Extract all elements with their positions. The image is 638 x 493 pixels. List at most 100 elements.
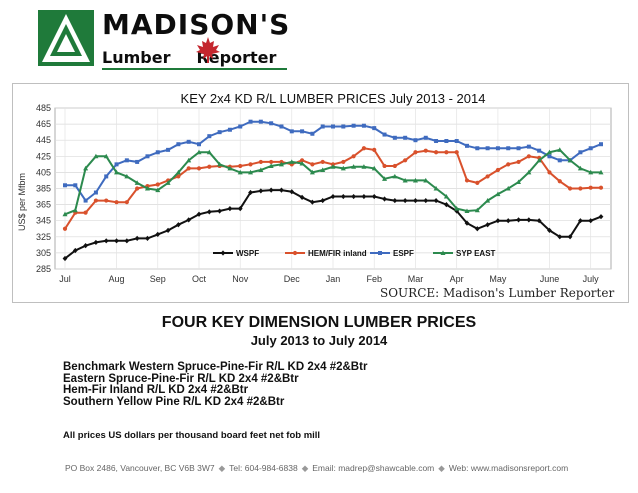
syp-east-data-point (217, 161, 223, 167)
wspf-data-point (145, 235, 150, 242)
espf-data-point (300, 129, 305, 134)
syp-east-data-point (598, 169, 604, 175)
espf-data-point (341, 124, 346, 129)
wspf-data-point (402, 197, 408, 204)
y-tick-label: 385 (36, 184, 51, 194)
y-tick-label: 305 (36, 248, 51, 258)
wspf-data-point (134, 235, 140, 242)
espf-data-point (279, 124, 284, 129)
espf-data-point (382, 132, 387, 137)
x-tick-label: June (540, 274, 560, 284)
hem-fir-inland-data-point (176, 174, 181, 179)
espf-data-point (238, 124, 243, 129)
hem-fir-inland-data-point (526, 154, 531, 159)
page-title: FOUR KEY DIMENSION LUMBER PRICES (161, 314, 477, 331)
syp-east-data-point (402, 177, 408, 183)
hem-fir-inland-data-point (598, 185, 604, 190)
y-tick-label: 465 (36, 119, 51, 129)
y-tick-label: 365 (36, 200, 51, 210)
wspf-data-point (114, 238, 119, 244)
footer-address: PO Box 2486, Vancouver, BC V6B 3W7 (65, 463, 215, 473)
footer-separator: ◆ (301, 463, 309, 473)
syp-east-data-point (134, 180, 140, 185)
syp-east-data-point (485, 197, 491, 203)
y-tick-label: 445 (36, 135, 51, 145)
syp-east-data-point (93, 153, 99, 159)
espf-data-point (135, 159, 140, 164)
wspf-data-point (93, 239, 99, 246)
x-tick-label: Sep (150, 274, 166, 284)
syp-east-data-point (371, 165, 377, 171)
espf-data-point (526, 144, 531, 149)
wspf-data-point (577, 218, 583, 224)
wspf-data-point (268, 187, 274, 193)
wspf-data-point (567, 234, 573, 240)
espf-data-point (351, 123, 356, 128)
series-description-item: Eastern Spruce-Pine-Fir R/L KD 2x4 #2&Bt… (63, 372, 299, 385)
syp-east-data-point (516, 179, 522, 185)
wspf-data-point (485, 222, 491, 228)
wspf-data-point (392, 197, 398, 204)
espf-data-point (495, 146, 500, 151)
wspf-data-point (72, 247, 78, 254)
espf-data-point (217, 130, 222, 135)
syp-east-data-point (526, 169, 532, 175)
espf-data-point (145, 154, 150, 159)
price-chart-frame: KEY 2x4 KD R/L LUMBER PRICES July 2013 -… (12, 83, 629, 303)
espf-data-point (124, 158, 129, 163)
hem-fir-inland-legend-marker (292, 250, 298, 256)
hem-fir-inland-data-point (299, 158, 305, 163)
syp-east-data-point (206, 149, 212, 155)
espf-data-point (63, 183, 67, 188)
espf-data-point (588, 146, 593, 151)
syp-east-data-point (248, 169, 254, 175)
chart-y-axis-label: US$ per Mfbm (17, 173, 27, 231)
syp-east-data-point (309, 169, 315, 175)
espf-data-point (392, 135, 397, 140)
footer-email[interactable]: Email: madrep@shawcable.com (312, 463, 435, 473)
hem-fir-inland-data-point (547, 170, 552, 175)
series-description-item: Southern Yellow Pine R/L KD 2x4 #2&Btr (63, 395, 285, 408)
x-tick-label: May (489, 274, 507, 284)
syp-east-data-point (443, 193, 449, 199)
hem-fir-inland-data-point (207, 164, 212, 169)
syp-east-data-point (186, 157, 192, 163)
espf-data-point (485, 146, 490, 151)
wspf-data-point (505, 218, 511, 224)
y-tick-label: 285 (36, 264, 51, 274)
espf-data-point (599, 142, 603, 147)
hem-fir-inland-data-point (413, 150, 418, 155)
hem-fir-inland-data-point (403, 158, 408, 163)
hem-fir-inland-data-point (93, 198, 99, 203)
hem-fir-inland-data-point (475, 180, 480, 185)
maple-leaf-icon (196, 37, 220, 63)
wspf-data-point (258, 188, 264, 194)
espf-data-point (475, 146, 480, 151)
espf-data-point (83, 198, 88, 203)
hem-fir-inland-data-point (392, 163, 397, 169)
syp-east-data-point (278, 161, 284, 167)
hem-fir-inland-data-point (155, 182, 160, 187)
chart-legend: WSPF HEM/FIR inland ESPF SYP EAST (213, 249, 496, 258)
series-description-list: Benchmark Western Spruce-Pine-Fir R/L KD… (63, 361, 368, 408)
wspf-data-point (227, 206, 233, 212)
logo-sub-left: Lumber (102, 48, 171, 67)
wspf-data-point (588, 218, 594, 224)
wspf-data-point (526, 217, 532, 223)
syp-east-data-point (588, 169, 594, 175)
hem-fir-inland-data-point (83, 210, 88, 215)
hem-fir-inland-data-point (248, 162, 253, 167)
date-range: July 2013 to July 2014 (250, 333, 388, 348)
x-tick-label: Jul (59, 274, 71, 284)
hem-fir-inland-data-point (238, 163, 243, 169)
series-description-item: Benchmark Western Spruce-Pine-Fir R/L KD… (63, 361, 368, 373)
wspf-data-point (598, 214, 604, 220)
syp-east-data-point (382, 176, 388, 181)
syp-east-data-point (165, 180, 171, 185)
espf-data-point (444, 139, 449, 144)
syp-east-data-point (320, 167, 326, 172)
footer-web[interactable]: Web: www.madisonsreport.com (448, 463, 569, 473)
hem-fir-inland-data-point (351, 154, 356, 159)
espf-data-point (155, 150, 160, 155)
syp-east-data-point (268, 163, 274, 168)
